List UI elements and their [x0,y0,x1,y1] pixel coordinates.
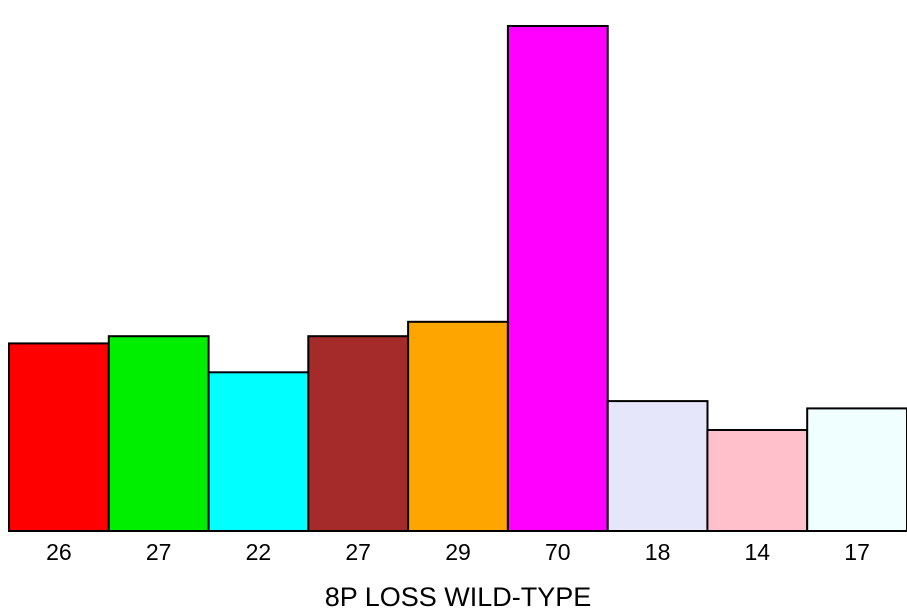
tick-labels-group: 26 27 22 27 29 70 18 14 17 [46,539,870,565]
tick-label-4: 27 [345,539,371,565]
bar-6 [506,25,609,532]
bar-9 [806,407,907,532]
bar-3 [207,371,310,532]
tick-label-8: 14 [745,539,771,565]
bar-7 [606,400,709,532]
bar-5 [407,320,509,532]
bar-2 [107,335,210,533]
tick-label-2: 27 [146,539,172,565]
tick-label-6: 70 [545,539,571,565]
tick-label-3: 22 [246,539,272,565]
bar-8 [706,429,809,532]
x-axis-title: 8P LOSS WILD-TYPE [325,582,592,612]
tick-label-7: 18 [645,539,671,565]
tick-label-5: 29 [445,539,471,565]
bar-1 [8,342,110,532]
tick-label-9: 17 [844,539,870,565]
bar-4 [307,335,410,533]
tick-label-1: 26 [46,539,72,565]
bars-group [8,25,907,533]
